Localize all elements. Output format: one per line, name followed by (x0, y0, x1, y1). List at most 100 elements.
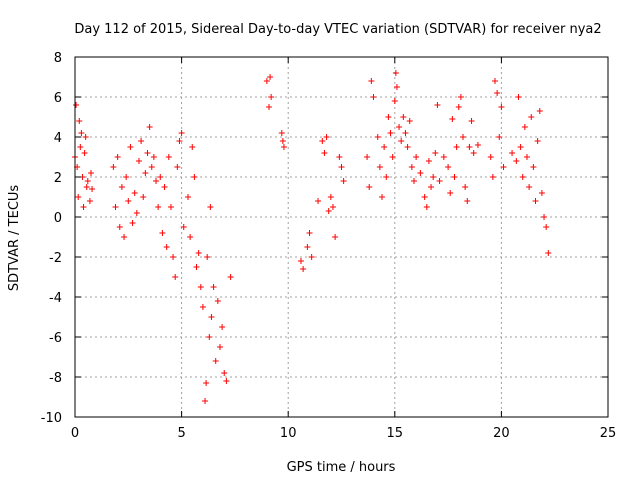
data-point-marker (538, 190, 545, 196)
data-point-marker (406, 118, 413, 124)
data-point-marker (532, 198, 539, 204)
data-point-marker (315, 198, 322, 204)
data-point-marker (170, 254, 177, 260)
data-point-marker (131, 190, 138, 196)
data-point-marker (161, 184, 168, 190)
data-point-marker (142, 170, 149, 176)
data-point-marker (494, 90, 501, 96)
data-point-marker (541, 214, 548, 220)
data-point-marker (202, 398, 209, 404)
data-point-marker (398, 138, 405, 144)
data-point-marker (509, 150, 516, 156)
y-tick-label: 0 (54, 211, 62, 226)
data-point-marker (455, 104, 462, 110)
data-point-marker (366, 184, 373, 190)
data-point-marker (304, 244, 311, 250)
chart-title: Day 112 of 2015, Sidereal Day-to-day VTE… (74, 22, 601, 37)
data-point-marker (279, 138, 286, 144)
data-point-marker (157, 174, 164, 180)
data-point-marker (133, 210, 140, 216)
data-point-marker (212, 358, 219, 364)
data-point-marker (451, 174, 458, 180)
data-point-marker (148, 164, 155, 170)
data-point-marker (199, 304, 206, 310)
x-axis-label: GPS time / hours (287, 460, 396, 475)
data-point-marker (172, 274, 179, 280)
data-point-marker (167, 204, 174, 210)
data-point-marker (487, 154, 494, 160)
data-point-marker (430, 174, 437, 180)
data-point-marker (470, 150, 477, 156)
data-point-marker (193, 264, 200, 270)
data-point-marker (496, 134, 503, 140)
data-point-marker (163, 244, 170, 250)
data-point-marker (121, 234, 128, 240)
data-point-marker (81, 150, 88, 156)
data-point-marker (118, 184, 125, 190)
data-point-marker (417, 170, 424, 176)
data-point-marker (178, 130, 185, 136)
data-point-marker (457, 94, 464, 100)
data-point-marker (300, 266, 307, 272)
data-point-marker (319, 138, 326, 144)
data-point-marker (78, 130, 85, 136)
x-tick-label: 20 (493, 426, 510, 441)
data-point-marker (191, 174, 198, 180)
data-point-marker (500, 164, 507, 170)
data-point-marker (408, 164, 415, 170)
data-point-marker (323, 134, 330, 140)
data-point-marker (432, 150, 439, 156)
data-point-marker (197, 284, 204, 290)
data-point-marker (400, 114, 407, 120)
data-point-marker (336, 154, 343, 160)
data-point-marker (513, 158, 520, 164)
data-point-marker (421, 194, 428, 200)
data-point-marker (404, 144, 411, 150)
y-tick-label: -8 (49, 371, 62, 386)
data-point-marker (436, 178, 443, 184)
data-point-marker (468, 118, 475, 124)
data-point-marker (530, 164, 537, 170)
data-point-marker (73, 102, 80, 108)
data-point-marker (545, 250, 552, 256)
data-point-marker (144, 150, 151, 156)
data-point-marker (376, 164, 383, 170)
data-point-marker (114, 154, 121, 160)
data-point-marker (123, 174, 130, 180)
data-point-marker (517, 144, 524, 150)
data-point-marker (80, 204, 87, 210)
data-point-marker (327, 194, 334, 200)
y-tick-label: 2 (54, 171, 62, 186)
data-point-marker (112, 204, 119, 210)
x-tick-label: 15 (387, 426, 404, 441)
x-tick-label: 0 (71, 426, 79, 441)
data-point-marker (176, 138, 183, 144)
data-point-marker (474, 142, 481, 148)
y-tick-label: -4 (49, 291, 62, 306)
data-point-marker (278, 130, 285, 136)
data-point-marker (389, 154, 396, 160)
data-point-marker (184, 194, 191, 200)
grid-layer (75, 57, 608, 417)
data-point-marker (440, 154, 447, 160)
data-point-marker (460, 134, 467, 140)
data-point-marker (210, 284, 217, 290)
data-point-marker (383, 174, 390, 180)
data-point-marker (221, 370, 228, 376)
y-tick-label: 8 (54, 51, 62, 66)
x-tick-label: 10 (280, 426, 297, 441)
y-tick-label: -2 (49, 251, 62, 266)
y-tick-label: -10 (41, 411, 62, 426)
data-point-marker (89, 186, 96, 192)
data-point-marker (116, 224, 123, 230)
data-point-marker (153, 178, 160, 184)
data-point-marker (519, 174, 526, 180)
data-point-marker (543, 224, 550, 230)
y-tick-label: 4 (54, 131, 62, 146)
data-point-marker (528, 114, 535, 120)
data-point-marker (127, 144, 134, 150)
data-point-marker (76, 118, 83, 124)
data-point-marker (146, 124, 153, 130)
data-point-marker (445, 164, 452, 170)
data-point-marker (129, 220, 136, 226)
